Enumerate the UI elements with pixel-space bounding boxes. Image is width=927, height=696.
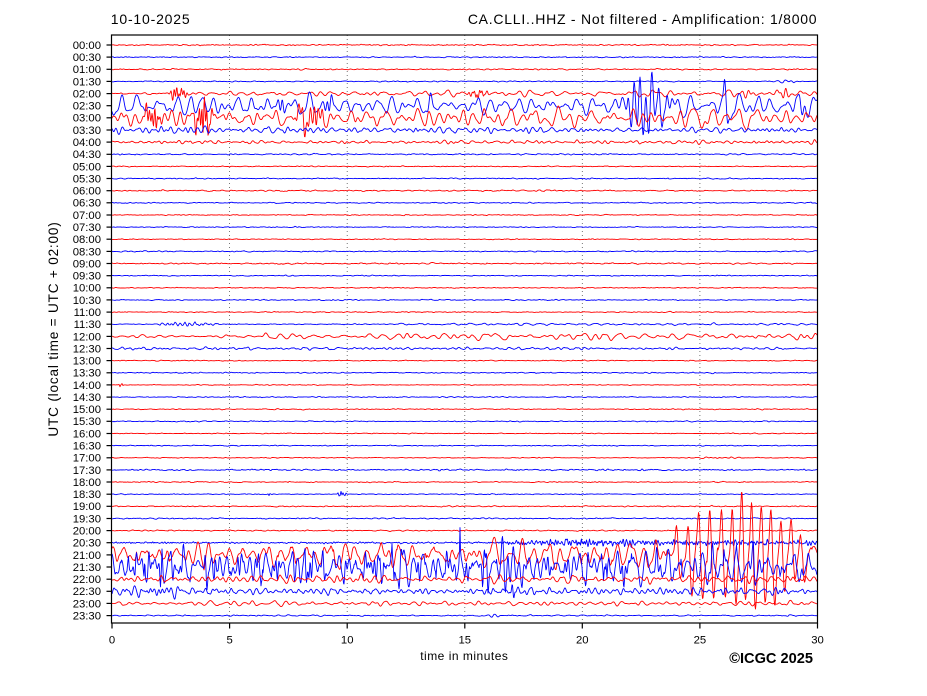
svg-text:19:30: 19:30 [73, 513, 101, 525]
svg-text:30: 30 [811, 635, 824, 647]
svg-text:16:30: 16:30 [73, 441, 101, 453]
svg-text:00:30: 00:30 [73, 52, 101, 64]
svg-text:UTC (local time = UTC + 02:00): UTC (local time = UTC + 02:00) [46, 221, 61, 436]
svg-text:11:30: 11:30 [74, 319, 101, 331]
svg-text:09:30: 09:30 [73, 271, 101, 283]
svg-text:10:00: 10:00 [73, 283, 101, 295]
svg-text:time in minutes: time in minutes [420, 649, 508, 663]
svg-text:19:00: 19:00 [73, 501, 101, 513]
svg-text:08:00: 08:00 [73, 234, 101, 246]
svg-text:14:30: 14:30 [73, 392, 101, 404]
svg-text:CA.CLLI..HHZ - Not filtered -: CA.CLLI..HHZ - Not filtered - Amplificat… [468, 11, 817, 27]
svg-text:0: 0 [109, 635, 115, 647]
svg-text:15:30: 15:30 [73, 416, 101, 428]
svg-text:09:00: 09:00 [73, 258, 101, 270]
svg-text:18:00: 18:00 [73, 477, 101, 489]
svg-text:01:00: 01:00 [73, 64, 101, 76]
svg-text:04:00: 04:00 [73, 137, 101, 149]
svg-text:5: 5 [226, 635, 232, 647]
svg-text:05:00: 05:00 [73, 161, 101, 173]
svg-text:22:30: 22:30 [73, 586, 101, 598]
svg-text:06:00: 06:00 [73, 186, 101, 198]
svg-text:17:30: 17:30 [73, 465, 101, 477]
svg-text:20:00: 20:00 [73, 526, 101, 538]
svg-text:01:30: 01:30 [73, 76, 101, 88]
svg-text:02:00: 02:00 [73, 89, 101, 101]
svg-text:05:30: 05:30 [73, 173, 101, 185]
svg-text:08:30: 08:30 [73, 246, 101, 258]
svg-text:14:00: 14:00 [73, 380, 101, 392]
svg-text:04:30: 04:30 [73, 149, 101, 161]
svg-text:18:30: 18:30 [73, 489, 101, 501]
svg-text:15:00: 15:00 [73, 404, 101, 416]
svg-text:13:00: 13:00 [73, 356, 101, 368]
svg-text:15: 15 [459, 635, 472, 647]
svg-text:12:30: 12:30 [73, 343, 101, 355]
svg-text:©ICGC 2025: ©ICGC 2025 [729, 651, 813, 667]
svg-text:03:00: 03:00 [73, 113, 101, 125]
svg-text:11:00: 11:00 [74, 307, 101, 319]
svg-text:23:30: 23:30 [73, 611, 101, 623]
svg-text:07:30: 07:30 [73, 222, 101, 234]
svg-text:07:00: 07:00 [73, 210, 101, 222]
svg-text:21:00: 21:00 [73, 550, 101, 562]
svg-text:06:30: 06:30 [73, 198, 101, 210]
svg-text:22:00: 22:00 [73, 574, 101, 586]
svg-text:20: 20 [576, 635, 589, 647]
svg-text:10: 10 [341, 635, 354, 647]
svg-text:02:30: 02:30 [73, 101, 101, 113]
svg-text:12:00: 12:00 [73, 331, 101, 343]
svg-text:20:30: 20:30 [73, 538, 101, 550]
svg-text:13:30: 13:30 [73, 368, 101, 380]
svg-text:17:00: 17:00 [73, 453, 101, 465]
svg-text:21:30: 21:30 [73, 562, 101, 574]
svg-text:10:30: 10:30 [73, 295, 101, 307]
svg-text:00:00: 00:00 [73, 40, 101, 52]
svg-text:03:30: 03:30 [73, 125, 101, 137]
svg-text:25: 25 [694, 635, 707, 647]
svg-text:10-10-2025: 10-10-2025 [111, 11, 191, 27]
svg-text:16:00: 16:00 [73, 428, 101, 440]
svg-text:23:00: 23:00 [73, 598, 101, 610]
